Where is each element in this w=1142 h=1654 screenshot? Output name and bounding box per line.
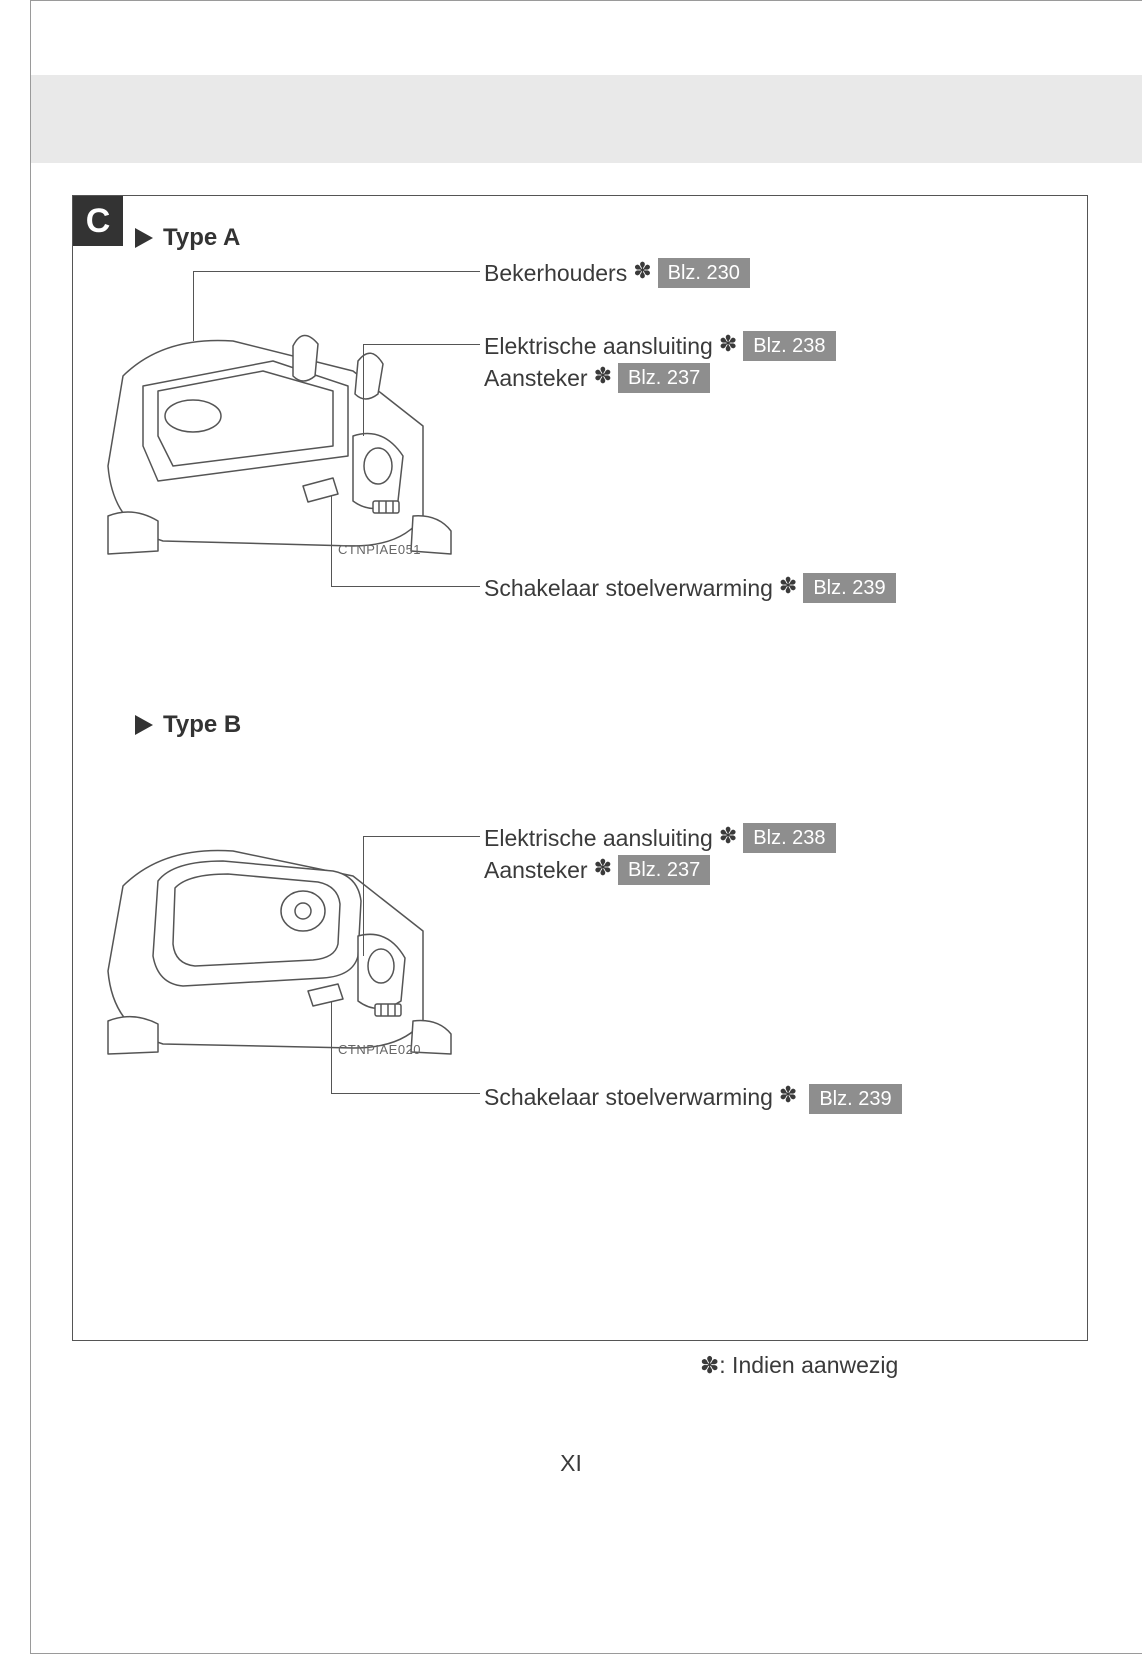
page-reference[interactable]: Blz. 238 <box>743 331 835 361</box>
page-reference[interactable]: Blz. 237 <box>618 855 710 885</box>
type-a-image-code: CTNPIAE051 <box>338 542 421 557</box>
leader-line <box>363 344 364 436</box>
callout-label: Aansteker <box>484 857 588 884</box>
type-b-image-code: CTNPIAE020 <box>338 1042 421 1057</box>
triangle-right-icon <box>135 715 153 735</box>
leader-line <box>363 836 480 837</box>
star-icon: ✽ <box>700 1352 719 1378</box>
page-reference[interactable]: Blz. 238 <box>743 823 835 853</box>
callout-elektrische-aansluiting-b: Elektrische aansluiting✽ Blz. 238 <box>484 823 836 853</box>
callout-label: Schakelaar stoelverwarming <box>484 1084 773 1111</box>
callout-stoelverwarming-b: Schakelaar stoelverwarming✽ Blz. 239 <box>484 1080 904 1114</box>
type-a-label: Type A <box>163 224 240 252</box>
leader-line <box>193 271 194 341</box>
leader-line <box>331 496 332 586</box>
callout-stoelverwarming-a: Schakelaar stoelverwarming✽ Blz. 239 <box>484 573 896 603</box>
leader-line <box>331 1093 480 1094</box>
callout-label: Bekerhouders <box>484 260 627 287</box>
callout-label: Elektrische aansluiting <box>484 825 713 852</box>
triangle-right-icon <box>135 228 153 248</box>
star-icon: ✽ <box>594 363 612 389</box>
star-icon: ✽ <box>719 331 737 357</box>
callout-label: Schakelaar stoelverwarming <box>484 575 773 602</box>
type-a-heading-row: Type A <box>135 224 240 252</box>
callout-aansteker-b: Aansteker ✽ Blz. 237 <box>484 855 710 885</box>
leader-line <box>363 344 480 345</box>
leader-line <box>331 586 480 587</box>
type-b-label: Type B <box>163 711 241 739</box>
leader-line <box>331 1001 332 1093</box>
footnote: ✽: Indien aanwezig <box>700 1352 898 1379</box>
page-reference[interactable]: Blz. 239 <box>809 1084 901 1114</box>
callout-bekerhouders: Bekerhouders✽ Blz. 230 <box>484 258 750 288</box>
star-icon: ✽ <box>779 573 797 599</box>
star-icon: ✽ <box>719 823 737 849</box>
page-number: XI <box>0 1450 1142 1477</box>
page-reference[interactable]: Blz. 237 <box>618 363 710 393</box>
page-reference[interactable]: Blz. 239 <box>803 573 895 603</box>
star-icon: ✽ <box>779 1082 797 1108</box>
type-b-diagram <box>103 816 453 1056</box>
page-reference[interactable]: Blz. 230 <box>658 258 750 288</box>
star-icon: ✽ <box>594 855 612 881</box>
callout-aansteker-a: Aansteker ✽ Blz. 237 <box>484 363 710 393</box>
leader-line <box>193 271 480 272</box>
type-a-diagram <box>103 316 453 556</box>
footnote-text: : Indien aanwezig <box>719 1352 898 1378</box>
callout-label: Aansteker <box>484 365 588 392</box>
type-b-heading-row: Type B <box>135 711 241 739</box>
star-icon: ✽ <box>633 258 651 284</box>
leader-line <box>363 836 364 956</box>
callout-elektrische-aansluiting-a: Elektrische aansluiting✽ Blz. 238 <box>484 331 836 361</box>
section-letter: C <box>73 196 123 246</box>
content-box: C Type A <box>72 195 1088 1341</box>
callout-label: Elektrische aansluiting <box>484 333 713 360</box>
